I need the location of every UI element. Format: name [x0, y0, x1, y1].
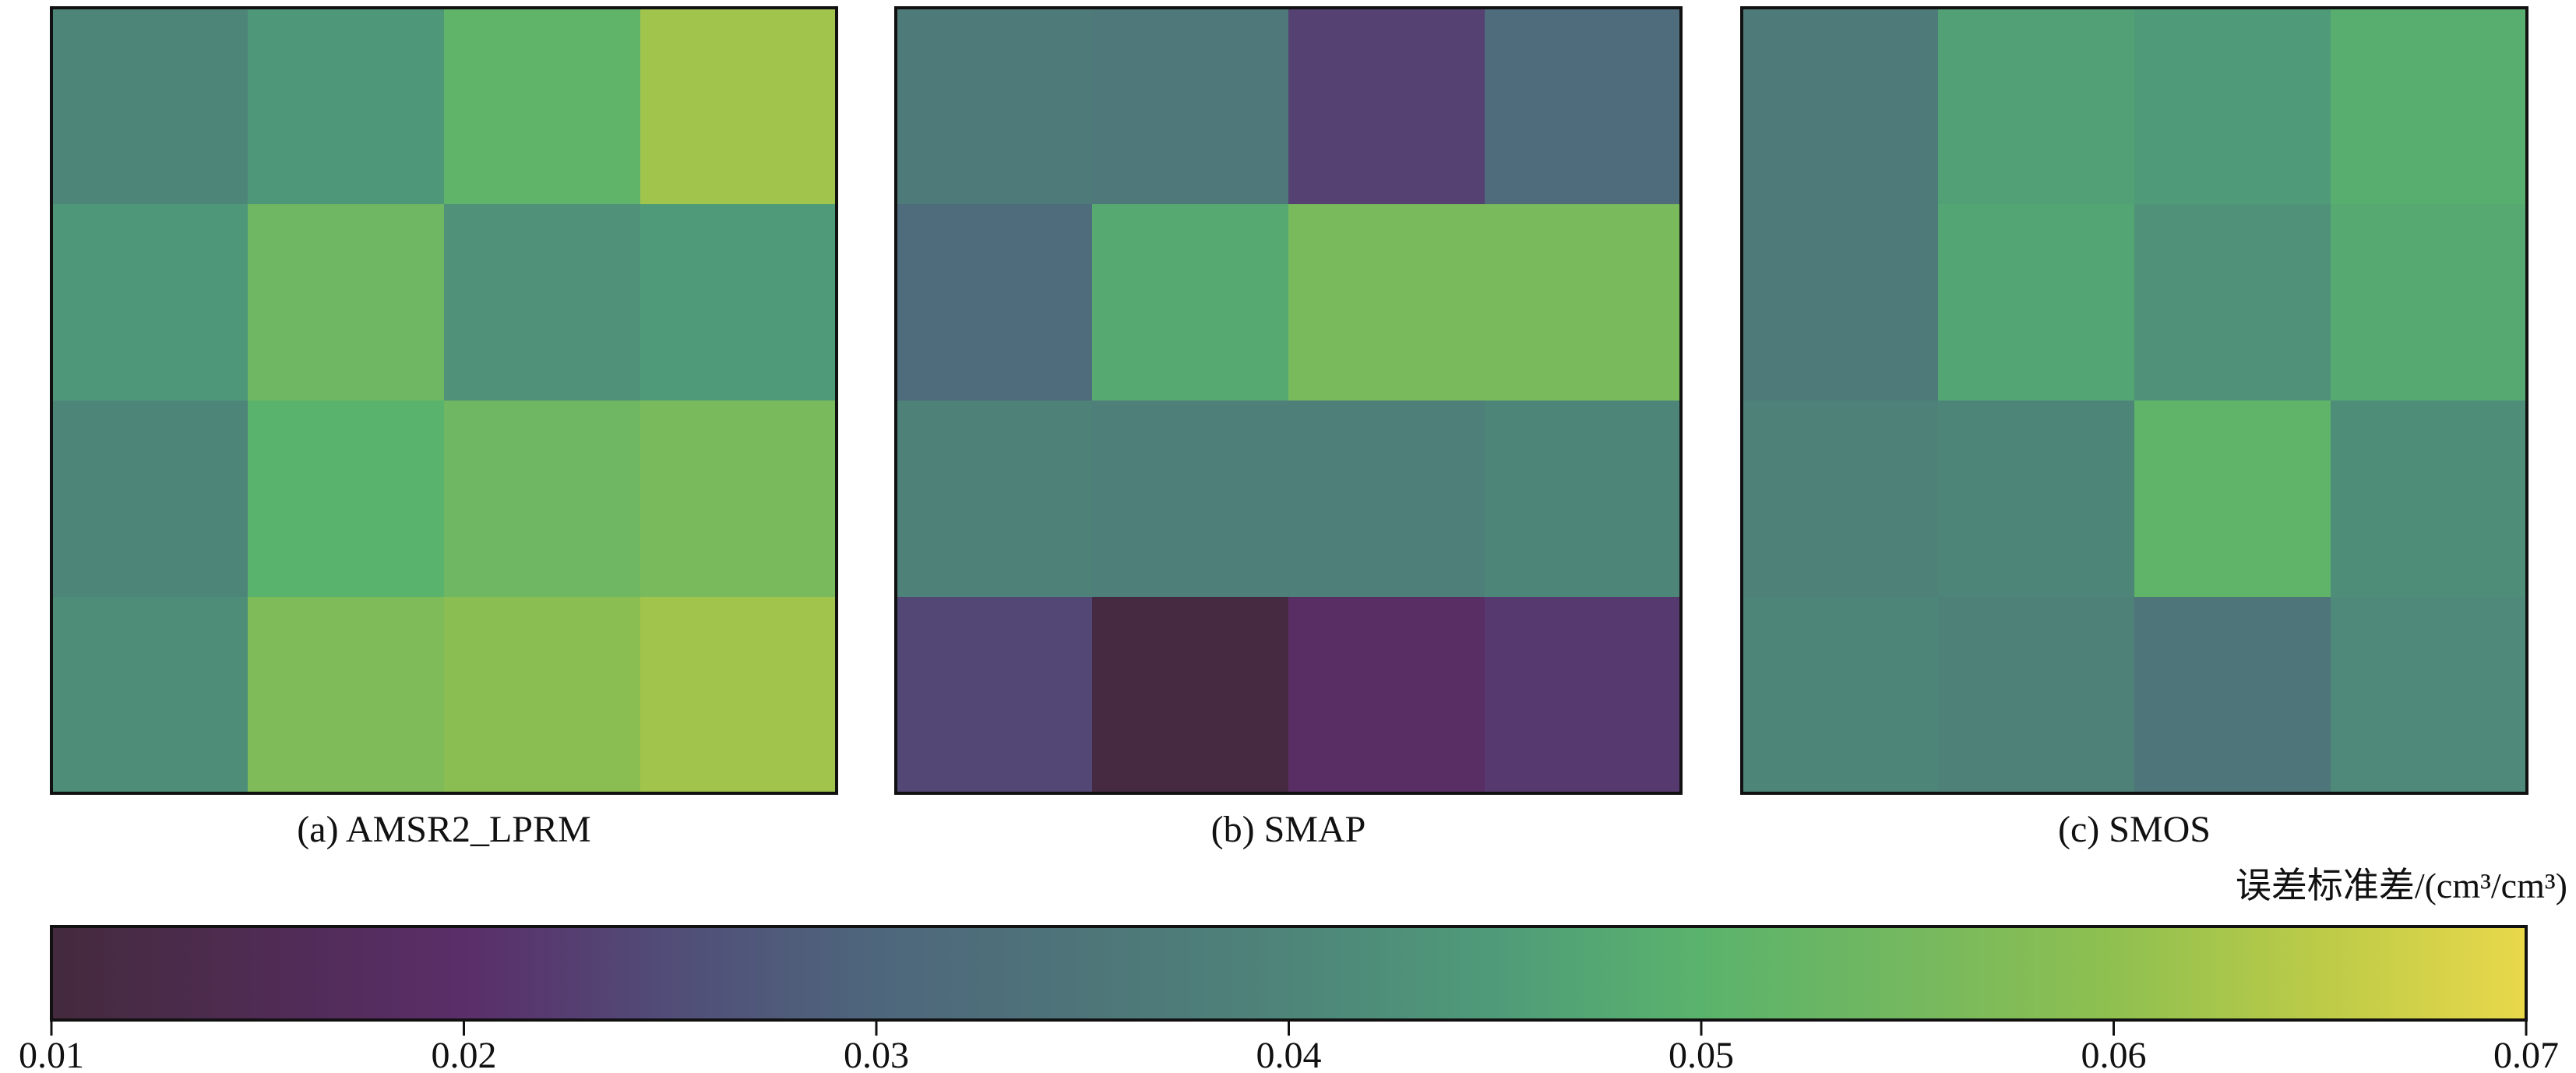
- panel-frame: [1740, 6, 2528, 795]
- heatmap-cell: [1485, 204, 1682, 401]
- heatmap-cell: [2134, 597, 2331, 794]
- colorbar-tick-label: 0.07: [2493, 1035, 2559, 1073]
- panel-title: (a) AMSR2_LPRM: [297, 809, 590, 850]
- heatmap-cell: [1485, 401, 1682, 598]
- heatmap-panel: (c) SMOS: [1740, 6, 2528, 850]
- colorbar: 误差标准差/(cm³/cm³) 0.01 0.02 0.03 0.04 0.05 0.06…: [19, 866, 2567, 1073]
- colorbar-tick-label: 0.04: [1256, 1035, 1322, 1073]
- heatmap-cell: [640, 401, 837, 598]
- heatmap-cell: [248, 204, 445, 401]
- colorbar-tick-label: 0.06: [2081, 1035, 2147, 1073]
- heatmap-cell: [1742, 401, 1939, 598]
- heatmap-cell: [1092, 597, 1289, 794]
- heatmap-cell: [896, 401, 1093, 598]
- heatmap-cell: [1742, 204, 1939, 401]
- heatmap-cell: [1092, 8, 1289, 205]
- heatmap-cell: [2134, 8, 2331, 205]
- heatmap-cell: [444, 204, 641, 401]
- heatmap-cell: [1742, 597, 1939, 794]
- heatmap-cell: [1938, 8, 2135, 205]
- heatmap-cell: [248, 597, 445, 794]
- heatmap-cell: [896, 597, 1093, 794]
- heatmap-cell: [2331, 204, 2528, 401]
- colorbar-tick-label: 0.05: [1669, 1035, 1734, 1073]
- heatmap-cell: [1288, 204, 1485, 401]
- heatmap-cell: [1485, 8, 1682, 205]
- colorbar-tick-label: 0.03: [844, 1035, 909, 1073]
- heatmap-cell: [1938, 401, 2135, 598]
- heatmap-cell: [1742, 8, 1939, 205]
- heatmap-cell: [2331, 597, 2528, 794]
- heatmap-panel: (b) SMAP: [894, 6, 1683, 850]
- heatmap-cell: [1092, 401, 1289, 598]
- heatmap-cell: [1938, 597, 2135, 794]
- heatmap-cell: [2134, 401, 2331, 598]
- colorbar-tick-label: 0.02: [432, 1035, 497, 1073]
- heatmap-cell: [1288, 401, 1485, 598]
- colorbar-label: 误差标准差/(cm³/cm³): [2236, 866, 2567, 905]
- panel-title: (b) SMAP: [1211, 809, 1366, 850]
- heatmap-cell: [2134, 204, 2331, 401]
- heatmap-cell: [640, 597, 837, 794]
- panel-frame: [894, 6, 1683, 795]
- heatmap-cell: [896, 204, 1093, 401]
- panel-frame: [50, 6, 838, 795]
- heatmap-cell: [51, 401, 248, 598]
- heatmap-cell: [1288, 597, 1485, 794]
- colorbar-gradient: [50, 925, 2528, 1022]
- heatmap-cell: [51, 204, 248, 401]
- heatmap-cell: [640, 8, 837, 205]
- heatmap-cell: [1092, 204, 1289, 401]
- heatmap-cell: [444, 401, 641, 598]
- heatmap-cell: [1288, 8, 1485, 205]
- heatmap-cell: [51, 8, 248, 205]
- heatmap-cell: [444, 597, 641, 794]
- heatmap-cell: [51, 597, 248, 794]
- heatmap-cell: [1938, 204, 2135, 401]
- panel-title: (c) SMOS: [2058, 809, 2211, 850]
- heatmap-cell: [444, 8, 641, 205]
- heatmap-cell: [1485, 597, 1682, 794]
- heatmap-panel: (a) AMSR2_LPRM: [50, 6, 838, 850]
- heatmap-cell: [896, 8, 1093, 205]
- heatmap-cell: [248, 8, 445, 205]
- heatmap-cell: [2331, 8, 2528, 205]
- colorbar-tick-label: 0.01: [19, 1035, 84, 1073]
- heatmap-cell: [248, 401, 445, 598]
- heatmap-cell: [640, 204, 837, 401]
- heatmap-cell: [2331, 401, 2528, 598]
